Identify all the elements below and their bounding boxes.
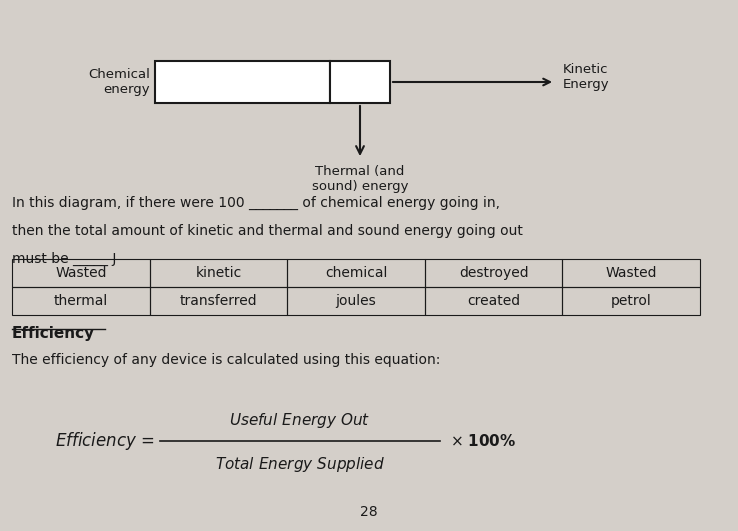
Text: In this diagram, if there were 100 _______ of chemical energy going in,: In this diagram, if there were 100 _____… (12, 196, 500, 210)
Text: The efficiency of any device is calculated using this equation:: The efficiency of any device is calculat… (12, 353, 441, 367)
Bar (155, 61, 330, 103)
Text: 28: 28 (360, 505, 378, 519)
Bar (425, 287, 562, 315)
Text: transferred: transferred (179, 294, 258, 308)
Bar (150, 287, 287, 315)
Text: Wasted: Wasted (605, 266, 657, 280)
Text: thermal: thermal (54, 294, 108, 308)
Bar (562, 259, 700, 287)
Bar (287, 287, 425, 315)
Text: Wasted: Wasted (55, 266, 106, 280)
Text: kinetic: kinetic (196, 266, 241, 280)
Text: $\mathit{Efficiency}$ =: $\mathit{Efficiency}$ = (55, 430, 155, 452)
Text: chemical: chemical (325, 266, 387, 280)
Text: petrol: petrol (611, 294, 652, 308)
Text: $\times\ \mathbf{100\%}$: $\times\ \mathbf{100\%}$ (450, 433, 517, 449)
Text: must be _____ J: must be _____ J (12, 252, 117, 266)
Text: joules: joules (336, 294, 376, 308)
Bar (12, 287, 150, 315)
Text: $\mathit{Total\ Energy\ Supplied}$: $\mathit{Total\ Energy\ Supplied}$ (215, 455, 385, 474)
Text: Thermal (and
sound) energy: Thermal (and sound) energy (311, 165, 408, 193)
Text: created: created (467, 294, 520, 308)
Bar (287, 259, 425, 287)
Bar (330, 61, 390, 103)
Text: Kinetic
Energy: Kinetic Energy (563, 63, 610, 91)
Text: destroyed: destroyed (459, 266, 528, 280)
Bar (562, 287, 700, 315)
Text: then the total amount of kinetic and thermal and sound energy going out: then the total amount of kinetic and the… (12, 224, 523, 238)
Bar (12, 259, 150, 287)
Text: Efficiency: Efficiency (12, 326, 95, 341)
Text: $\mathit{Useful\ Energy\ Out}$: $\mathit{Useful\ Energy\ Out}$ (230, 410, 370, 430)
Text: Chemical
energy: Chemical energy (88, 68, 150, 96)
Bar (425, 259, 562, 287)
Bar (150, 259, 287, 287)
